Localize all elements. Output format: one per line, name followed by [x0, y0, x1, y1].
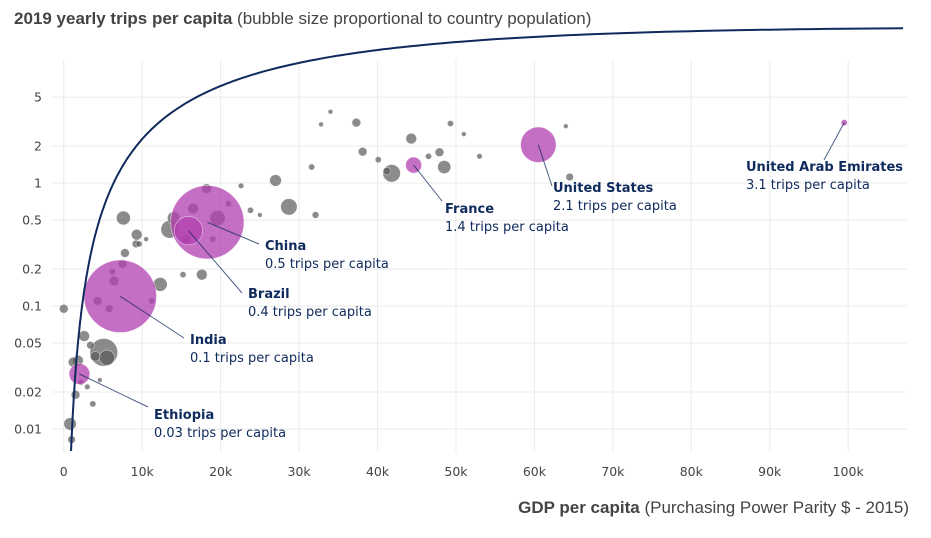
- label-united-states: United States: [553, 181, 654, 196]
- y-tick-label: 0.5: [22, 213, 42, 228]
- country-bubble: [434, 147, 445, 157]
- country-bubble: [476, 153, 483, 160]
- country-bubble: [143, 236, 149, 242]
- country-bubble: [63, 417, 77, 431]
- country-bubble: [196, 268, 208, 281]
- x-tick-label: 40k: [366, 464, 390, 479]
- annotations: Ethiopia 0.03 trips per capita India 0.1 tr…: [79, 122, 903, 441]
- leader-line-united-states: [537, 144, 553, 187]
- x-tick-label: 90k: [758, 464, 782, 479]
- leader-line-india: [119, 295, 185, 339]
- y-tick-label: 0.05: [14, 336, 42, 351]
- country-bubble: [327, 109, 334, 115]
- value-india: 0.1 trips per capita: [190, 351, 314, 366]
- country-bubble: [257, 212, 263, 218]
- y-tick-label: 2: [34, 139, 42, 154]
- country-bubble: [179, 271, 187, 279]
- country-bubble: [425, 152, 432, 160]
- trend-curve: [70, 27, 904, 452]
- chart-title: 2019 yearly trips per capita (bubble siz…: [14, 9, 591, 29]
- country-bubble: [70, 390, 81, 400]
- leader-line-france: [413, 164, 443, 202]
- country-bubble: [280, 198, 298, 216]
- leader-line-ethiopia: [79, 373, 149, 408]
- y-tick-label: 0.02: [14, 384, 42, 399]
- country-bubble: [437, 160, 452, 174]
- label-brazil: Brazil: [248, 287, 290, 302]
- country-bubble: [357, 146, 368, 157]
- label-france: France: [445, 202, 494, 217]
- country-bubble: [247, 206, 254, 214]
- country-bubble: [89, 351, 101, 362]
- y-tick-label: 0.2: [22, 262, 42, 277]
- label-india: India: [190, 333, 227, 348]
- country-bubble: [116, 210, 131, 226]
- country-bubble: [308, 163, 316, 171]
- y-tick-label: 0.01: [14, 421, 42, 436]
- country-bubble: [86, 341, 95, 350]
- y-tick-label: 5: [34, 90, 42, 105]
- gridlines: [52, 60, 907, 452]
- country-bubble: [120, 248, 130, 258]
- x-tick-label: 30k: [288, 464, 312, 479]
- y-axis-ticks: 0.01 0.02 0.05 0.1 0.2 0.5 1 2 5: [14, 90, 42, 437]
- leader-line-united-arab-emirates: [823, 122, 845, 161]
- label-united-arab-emirates: United Arab Emirates: [746, 160, 903, 175]
- country-bubble: [461, 131, 467, 137]
- country-bubble: [99, 349, 115, 366]
- value-united-states: 2.1 trips per capita: [553, 199, 677, 214]
- x-tick-label: 20k: [209, 464, 233, 479]
- value-ethiopia: 0.03 trips per capita: [154, 426, 286, 441]
- x-axis-caption-note: (Purchasing Power Parity $ - 2015): [644, 498, 909, 517]
- country-bubble: [311, 211, 320, 219]
- country-bubble: [563, 123, 569, 129]
- x-tick-label: 100k: [833, 464, 865, 479]
- y-tick-label: 1: [34, 176, 42, 191]
- x-axis-caption: GDP per capita (Purchasing Power Parity …: [518, 498, 909, 518]
- highlighted-countries: [68, 119, 848, 385]
- value-united-arab-emirates: 3.1 trips per capita: [746, 178, 870, 193]
- x-tick-label: 60k: [523, 464, 547, 479]
- leader-line-brazil: [188, 230, 243, 294]
- value-brazil: 0.4 trips per capita: [248, 305, 372, 320]
- country-bubble: [97, 377, 103, 383]
- x-axis-ticks: 0 10k 20k 30k 40k 50k 60k 70k 80k 90k 100k: [60, 464, 865, 479]
- x-tick-label: 80k: [680, 464, 704, 479]
- value-france: 1.4 trips per capita: [445, 220, 569, 235]
- country-bubble: [135, 240, 143, 248]
- x-tick-label: 70k: [601, 464, 625, 479]
- country-bubble: [374, 156, 382, 164]
- country-bubble: [405, 132, 417, 145]
- label-china: China: [265, 239, 306, 254]
- x-axis-caption-bold: GDP per capita: [518, 498, 640, 517]
- x-tick-label: 50k: [444, 464, 468, 479]
- country-bubble: [565, 172, 574, 182]
- country-bubble: [447, 120, 454, 127]
- chart-title-note: (bubble size proportional to country pop…: [237, 9, 592, 28]
- country-bubble: [59, 304, 69, 314]
- country-bubble: [237, 182, 245, 189]
- x-tick-label: 10k: [131, 464, 155, 479]
- country-bubble: [318, 121, 324, 128]
- country-bubble: [89, 400, 97, 408]
- country-bubble: [131, 229, 143, 241]
- country-bubble: [269, 174, 282, 187]
- country-bubble: [351, 117, 362, 128]
- x-tick-label: 0: [60, 464, 68, 479]
- y-tick-label: 0.1: [22, 299, 42, 314]
- label-ethiopia: Ethiopia: [154, 408, 214, 423]
- value-china: 0.5 trips per capita: [265, 257, 389, 272]
- country-bubble: [84, 383, 91, 390]
- country-bubble: [382, 167, 392, 176]
- chart-title-bold: 2019 yearly trips per capita: [14, 9, 233, 28]
- leader-line-china: [207, 221, 260, 245]
- country-bubble: [78, 330, 90, 342]
